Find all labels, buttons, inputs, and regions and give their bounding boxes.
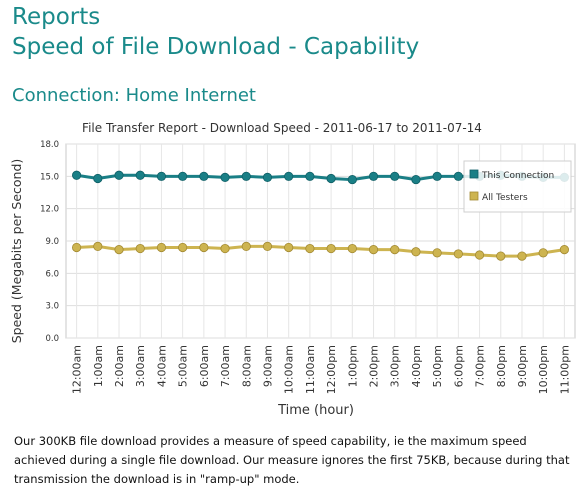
data-point xyxy=(326,173,336,184)
data-point xyxy=(93,173,103,184)
page-subtitle: Speed of File Download - Capability xyxy=(12,34,420,60)
y-tick-label: 0.0 xyxy=(45,334,59,344)
data-point xyxy=(347,174,357,185)
data-point xyxy=(368,245,379,255)
x-tick-label: 2:00am xyxy=(113,345,126,387)
legend-label: All Testers xyxy=(482,193,528,203)
x-tick-label: 10:00am xyxy=(283,345,296,394)
x-tick-label: 3:00pm xyxy=(389,345,402,387)
y-axis-label: Speed (Megabits per Second) xyxy=(9,159,24,344)
x-tick-label: 7:00am xyxy=(219,345,232,387)
legend-swatch xyxy=(469,191,479,201)
data-point xyxy=(453,171,463,181)
x-tick-label: 12:00am xyxy=(71,345,84,394)
data-point xyxy=(368,171,379,181)
data-point xyxy=(305,171,315,181)
x-tick-label: 6:00am xyxy=(198,345,211,387)
connection-label: Connection: Home Internet xyxy=(12,85,256,106)
data-point xyxy=(262,172,273,183)
x-tick-label: 5:00am xyxy=(177,345,190,387)
y-tick-labels: 0.0 3.0 6.0 9.0 12.0 15.0 18.0 xyxy=(40,140,59,344)
data-point xyxy=(432,248,442,258)
data-point xyxy=(517,251,527,261)
x-tick-label: 8:00am xyxy=(240,345,253,387)
y-tick-label: 6.0 xyxy=(45,269,59,279)
data-point xyxy=(241,241,251,251)
data-point xyxy=(474,250,485,260)
x-axis-label: Time (hour) xyxy=(277,403,354,418)
x-tick-label: 7:00pm xyxy=(474,345,487,387)
x-tick-label: 11:00am xyxy=(304,345,317,394)
x-tick-label: 3:00am xyxy=(134,345,147,387)
chart-legend: This Connection All Testers xyxy=(463,160,572,213)
data-point xyxy=(156,242,167,253)
x-tick-label: 8:00pm xyxy=(495,345,508,387)
legend-swatch xyxy=(469,169,479,179)
x-tick-label: 1:00pm xyxy=(346,345,359,387)
legend-label: This Connection xyxy=(481,171,554,181)
description-text: Our 300KB file download provides a measu… xyxy=(14,434,570,486)
data-point xyxy=(199,171,209,181)
y-tick-label: 9.0 xyxy=(45,237,59,247)
x-tick-label: 5:00pm xyxy=(431,345,444,387)
data-point xyxy=(453,249,463,259)
data-point xyxy=(411,247,421,257)
data-point xyxy=(496,251,506,261)
x-tick-label: 9:00pm xyxy=(516,345,529,387)
x-tick-labels: 12:00am 1:00am 2:00am 3:00am 4:00am 5:00am 6:0… xyxy=(71,345,572,394)
data-point xyxy=(72,242,82,253)
y-tick-label: 18.0 xyxy=(40,140,59,150)
y-tick-label: 15.0 xyxy=(40,172,59,182)
data-point xyxy=(135,243,145,254)
data-point xyxy=(559,245,569,255)
page-title: Reports xyxy=(12,4,101,30)
data-point xyxy=(390,245,400,255)
x-tick-label: 1:00am xyxy=(92,345,105,387)
data-point xyxy=(220,243,230,254)
data-point xyxy=(178,242,188,253)
data-point xyxy=(262,241,273,251)
data-point xyxy=(284,242,294,253)
data-point xyxy=(432,171,442,181)
data-point xyxy=(156,171,167,181)
data-point xyxy=(390,171,400,181)
legend-box xyxy=(463,160,572,213)
x-tick-label: 12:00pm xyxy=(325,345,338,394)
data-point xyxy=(326,243,336,254)
y-tick-label: 3.0 xyxy=(45,302,59,312)
data-point xyxy=(305,243,315,254)
data-point xyxy=(220,172,230,183)
download-speed-chart: File Transfer Report - Download Speed - … xyxy=(9,121,576,418)
x-tick-label: 11:00pm xyxy=(558,345,571,394)
data-point xyxy=(411,174,421,185)
x-tick-label: 2:00pm xyxy=(368,345,381,387)
data-point xyxy=(241,171,251,181)
data-point xyxy=(72,170,82,180)
data-point xyxy=(135,170,145,180)
data-point xyxy=(199,242,209,253)
data-point xyxy=(93,241,103,251)
data-point xyxy=(114,170,124,180)
x-tick-label: 4:00pm xyxy=(410,345,423,387)
y-tick-label: 12.0 xyxy=(40,205,59,215)
x-tick-label: 4:00am xyxy=(155,345,168,387)
chart-series xyxy=(72,170,569,261)
data-point xyxy=(178,171,188,181)
data-point xyxy=(347,243,357,254)
x-tick-label: 6:00pm xyxy=(452,345,465,387)
data-point xyxy=(284,171,294,181)
chart-title: File Transfer Report - Download Speed - … xyxy=(82,121,482,135)
data-point xyxy=(538,248,548,258)
x-tick-label: 10:00pm xyxy=(537,345,550,394)
data-point xyxy=(114,245,124,255)
x-tick-label: 9:00am xyxy=(261,345,274,387)
